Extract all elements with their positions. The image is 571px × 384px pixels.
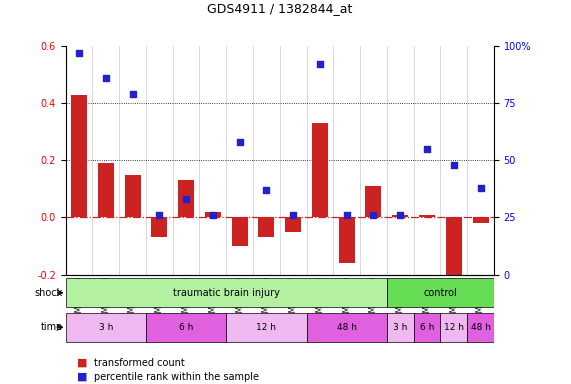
Text: 12 h: 12 h: [444, 323, 464, 332]
Bar: [392, 215, 408, 217]
Point: [74, 50, 83, 56]
Point: [396, 212, 405, 218]
Text: time: time: [41, 322, 63, 333]
Text: transformed count: transformed count: [94, 358, 185, 368]
Point: [369, 212, 378, 218]
Text: 48 h: 48 h: [337, 323, 357, 332]
Point: [101, 75, 110, 81]
Point: [182, 196, 191, 202]
Bar: [387, 313, 413, 342]
Text: 6 h: 6 h: [420, 323, 434, 332]
Text: percentile rank within the sample: percentile rank within the sample: [94, 372, 259, 382]
Text: traumatic brain injury: traumatic brain injury: [173, 288, 280, 298]
Point: [262, 187, 271, 193]
Bar: [339, 217, 355, 263]
Text: shock: shock: [35, 288, 63, 298]
Text: 12 h: 12 h: [256, 323, 276, 332]
Bar: [446, 217, 462, 295]
Bar: [232, 217, 248, 246]
Point: [155, 212, 164, 218]
Point: [288, 212, 297, 218]
Bar: [467, 313, 494, 342]
Bar: [71, 94, 87, 217]
Text: control: control: [424, 288, 457, 298]
Bar: [66, 278, 387, 308]
Point: [208, 212, 218, 218]
Text: 6 h: 6 h: [179, 323, 194, 332]
Bar: [124, 175, 140, 217]
Point: [315, 61, 324, 68]
Bar: [205, 212, 221, 217]
Bar: [419, 215, 435, 217]
Text: 3 h: 3 h: [393, 323, 408, 332]
Bar: [258, 217, 275, 237]
Point: [235, 139, 244, 145]
Bar: [307, 313, 387, 342]
Bar: [226, 313, 307, 342]
Point: [342, 212, 351, 218]
Bar: [178, 180, 194, 217]
Point: [423, 146, 432, 152]
Bar: [365, 186, 381, 217]
Bar: [387, 278, 494, 308]
Bar: [146, 313, 226, 342]
Bar: [312, 123, 328, 217]
Bar: [440, 313, 467, 342]
Text: 3 h: 3 h: [99, 323, 113, 332]
Text: ■: ■: [77, 358, 87, 368]
Point: [476, 185, 485, 191]
Bar: [98, 163, 114, 217]
Text: ■: ■: [77, 372, 87, 382]
Bar: [473, 217, 489, 223]
Bar: [66, 313, 146, 342]
Bar: [151, 217, 167, 237]
Point: [449, 162, 459, 168]
Point: [128, 91, 137, 97]
Text: GDS4911 / 1382844_at: GDS4911 / 1382844_at: [207, 2, 352, 15]
Text: 48 h: 48 h: [471, 323, 490, 332]
Bar: [285, 217, 301, 232]
Bar: [413, 313, 440, 342]
